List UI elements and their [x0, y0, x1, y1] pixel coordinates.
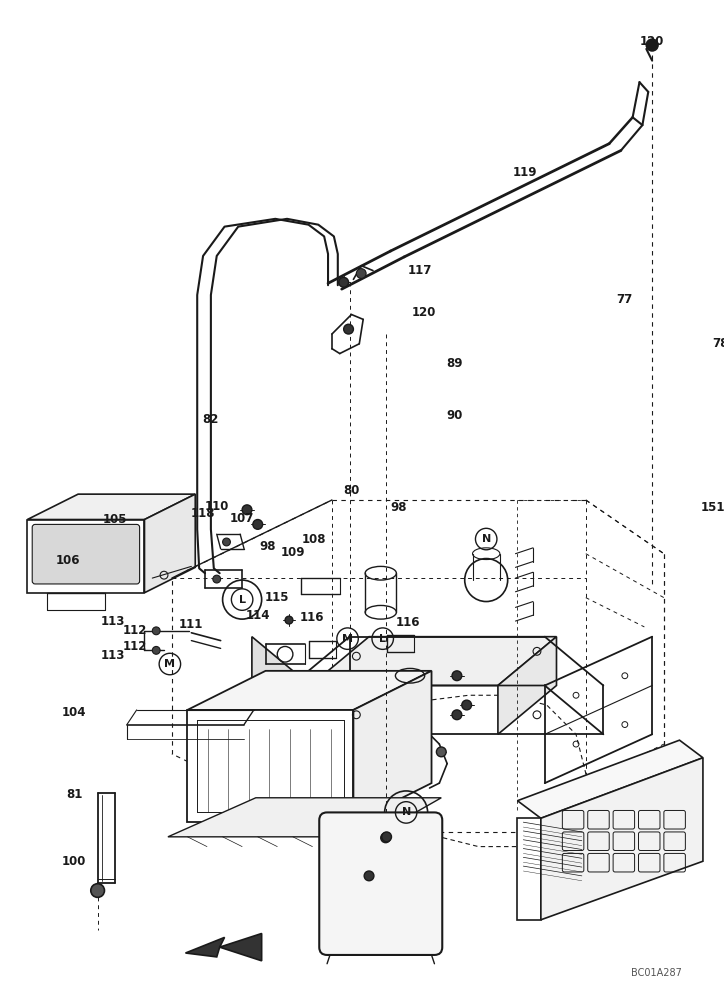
- Polygon shape: [145, 494, 195, 593]
- Circle shape: [437, 747, 446, 757]
- Text: 108: 108: [302, 533, 327, 546]
- Polygon shape: [185, 933, 261, 961]
- Polygon shape: [498, 637, 557, 734]
- Circle shape: [213, 575, 221, 583]
- Text: 98: 98: [259, 540, 276, 553]
- Polygon shape: [518, 818, 541, 920]
- Circle shape: [344, 324, 353, 334]
- Text: 116: 116: [396, 616, 421, 629]
- Circle shape: [381, 833, 390, 843]
- FancyBboxPatch shape: [32, 524, 140, 584]
- Polygon shape: [28, 520, 145, 593]
- Text: M: M: [342, 634, 353, 644]
- Text: 112: 112: [122, 640, 147, 653]
- Text: 77: 77: [617, 293, 633, 306]
- Text: 104: 104: [62, 706, 86, 719]
- Text: 98: 98: [390, 501, 407, 514]
- Text: 89: 89: [447, 357, 463, 370]
- Text: L: L: [239, 595, 245, 605]
- Circle shape: [222, 538, 230, 546]
- Circle shape: [285, 616, 293, 624]
- Text: 90: 90: [447, 409, 463, 422]
- Circle shape: [452, 710, 462, 720]
- Text: 112: 112: [122, 624, 147, 637]
- Circle shape: [647, 39, 658, 51]
- Text: 117: 117: [408, 264, 432, 277]
- Text: 106: 106: [56, 554, 80, 567]
- Circle shape: [90, 884, 104, 897]
- Text: 109: 109: [281, 546, 305, 559]
- Circle shape: [152, 627, 160, 635]
- Text: 107: 107: [230, 512, 254, 525]
- Circle shape: [356, 269, 366, 278]
- Circle shape: [462, 700, 471, 710]
- Circle shape: [382, 832, 392, 842]
- Text: 120: 120: [640, 35, 665, 48]
- Text: 115: 115: [265, 591, 290, 604]
- Circle shape: [152, 646, 160, 654]
- Text: 110: 110: [205, 500, 229, 513]
- Text: N: N: [481, 534, 491, 544]
- Text: 81: 81: [66, 788, 83, 801]
- Text: 151: 151: [700, 501, 724, 514]
- Text: 105: 105: [103, 513, 127, 526]
- Text: 119: 119: [513, 166, 537, 179]
- Text: 80: 80: [343, 484, 360, 497]
- Polygon shape: [311, 637, 557, 685]
- Text: 78: 78: [712, 337, 724, 350]
- Text: 113: 113: [101, 649, 125, 662]
- Polygon shape: [353, 671, 432, 822]
- Text: BC01A287: BC01A287: [631, 968, 681, 978]
- Polygon shape: [28, 494, 195, 520]
- Circle shape: [339, 277, 348, 287]
- Text: 114: 114: [245, 609, 270, 622]
- Text: 116: 116: [300, 611, 324, 624]
- Circle shape: [242, 505, 252, 515]
- FancyBboxPatch shape: [319, 812, 442, 955]
- Circle shape: [364, 871, 374, 881]
- Text: 100: 100: [62, 855, 86, 868]
- Text: M: M: [164, 659, 175, 669]
- Text: 113: 113: [101, 615, 125, 628]
- Polygon shape: [252, 637, 311, 734]
- Polygon shape: [541, 758, 703, 920]
- Text: 82: 82: [203, 413, 219, 426]
- Text: 118: 118: [191, 507, 215, 520]
- Text: 120: 120: [411, 306, 436, 319]
- Circle shape: [253, 520, 263, 529]
- Polygon shape: [188, 671, 432, 710]
- Polygon shape: [168, 798, 442, 837]
- Text: N: N: [402, 807, 411, 817]
- Polygon shape: [518, 740, 703, 818]
- Text: L: L: [379, 634, 386, 644]
- Circle shape: [452, 671, 462, 681]
- Polygon shape: [188, 710, 353, 822]
- Text: 111: 111: [179, 618, 203, 631]
